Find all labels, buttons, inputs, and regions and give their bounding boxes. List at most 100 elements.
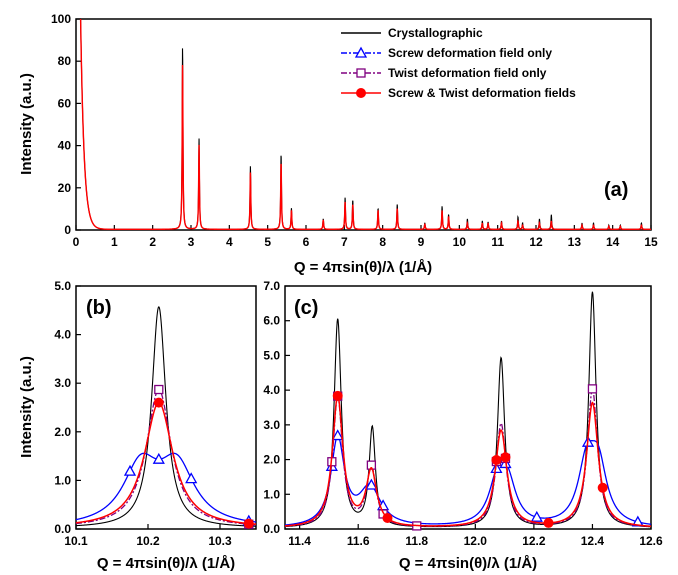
panel-b-ytick-label: 2.0 [54, 425, 71, 439]
panel-b-xtick-label: 10.2 [136, 534, 160, 548]
panel-c-series-line-combined [284, 394, 652, 527]
panel-b-series-line-screw [75, 452, 257, 523]
panel-b-label: (b) [86, 297, 112, 319]
panel-b-series-line-crystallographic [75, 306, 256, 527]
panel-a-ytick-label: 0 [64, 223, 71, 237]
legend-marker [354, 46, 368, 58]
panel-a-xtick-label: 1 [111, 235, 118, 249]
panel-a-xtick-label: 14 [606, 235, 620, 249]
panel-a-series [79, 18, 651, 231]
panel-a-xtick-label: 13 [568, 235, 582, 249]
panel-c: 11.4 11.6 11.8 12.0 12.2 12.4 12.6 0.0 1.0 2.0 3.0… [263, 279, 663, 572]
panel-a-ylabel: Intensity (a.u.) [18, 73, 35, 175]
panel-a-xtick-label: 10 [453, 235, 467, 249]
panel-c-marker-screw [530, 510, 543, 522]
panel-c-marker-combined [500, 452, 511, 463]
legend-marker [356, 68, 366, 78]
panel-c-xtick-label: 12.0 [464, 534, 488, 548]
panel-b-xtick-label: 10.3 [208, 534, 232, 548]
panel-c-marker-combined [491, 454, 502, 465]
panel-b-xlabel: Q = 4πsin(θ)/λ (1/Å) [97, 555, 235, 572]
legend-entry: Twist deformation field only [388, 66, 547, 80]
panel-c-ytick-label: 5.0 [263, 348, 280, 362]
panel-a-ytick-label: 40 [58, 139, 72, 153]
panel-b-marker-screw [152, 452, 165, 464]
panel-a-ytick-label: 20 [58, 181, 72, 195]
panel-a-xtick-label: 2 [149, 235, 156, 249]
panel-c-ticks: 11.4 11.6 11.8 12.0 12.2 12.4 12.6 0.0 1.0 2.0 3.0… [263, 279, 663, 548]
panel-a-xtick-label: 15 [644, 235, 658, 249]
panel-c-ytick-label: 6.0 [263, 314, 280, 328]
panel-b-marker-combined [153, 397, 164, 408]
panel-c-marker-combined [382, 512, 393, 523]
legend-entry: Crystallographic [388, 26, 483, 40]
panel-a-xtick-label: 11 [491, 235, 504, 249]
panel-c-label: (c) [294, 297, 318, 319]
panel-b-marker-screw [123, 464, 137, 476]
panel-b-ytick-label: 5.0 [54, 279, 71, 293]
panel-c-marker-combined [543, 517, 554, 528]
panel-a-xtick-label: 3 [188, 235, 195, 249]
panel-c-xtick-label: 12.4 [581, 534, 605, 548]
panel-c-ytick-label: 0.0 [263, 522, 280, 536]
panel-c-series [284, 291, 652, 531]
panel-b-ytick-label: 0.0 [54, 522, 71, 536]
legend-entry: Screw deformation field only [388, 46, 552, 60]
panel-a-xtick-label: 5 [264, 235, 271, 249]
panel-b-frame [75, 285, 257, 530]
panel-b-ticks: 10.1 10.2 10.3 0.0 1.0 2.0 3.0 4.0 5.0 [54, 279, 232, 548]
panel-b-ytick-label: 1.0 [54, 473, 71, 487]
panel-a-xtick-label: 6 [303, 235, 310, 249]
panel-b-ytick-label: 3.0 [54, 376, 71, 390]
panel-c-ytick-label: 3.0 [263, 418, 280, 432]
panel-a-xlabel: Q = 4πsin(θ)/λ (1/Å) [294, 259, 432, 276]
panel-c-ytick-label: 2.0 [263, 453, 280, 467]
panel-b-marker-screw [185, 472, 198, 484]
panel-c-xlabel: Q = 4πsin(θ)/λ (1/Å) [399, 555, 537, 572]
panel-c-marker-screw [331, 429, 344, 441]
panel-a-legend: Crystallographic Screw deformation field … [341, 26, 576, 100]
panel-b-marker-combined [243, 518, 254, 529]
panel-b-series-line-combined [75, 401, 257, 525]
panel-a-label: (a) [604, 179, 628, 201]
panel-c-xtick-label: 11.6 [347, 534, 370, 548]
panel-c-frame [284, 285, 652, 530]
panel-c-xtick-label: 12.2 [522, 534, 546, 548]
panel-b-ytick-label: 4.0 [54, 328, 71, 342]
panel-b: 10.1 10.2 10.3 0.0 1.0 2.0 3.0 4.0 5.0 (b) Q = 4… [18, 279, 257, 572]
panel-a-xtick-label: 7 [341, 235, 348, 249]
panel-c-marker-screw [631, 515, 644, 527]
panel-a-ytick-label: 100 [51, 12, 71, 26]
panel-c-series-line-screw [284, 434, 652, 526]
panel-c-xtick-label: 12.6 [639, 534, 663, 548]
panel-c-marker-combined [332, 390, 343, 401]
panel-b-ylabel: Intensity (a.u.) [18, 356, 35, 458]
series-line-combined [79, 18, 651, 231]
panel-c-series-line-twist [284, 387, 652, 528]
panel-c-ytick-label: 1.0 [263, 487, 280, 501]
panel-c-marker-twist [366, 460, 377, 470]
panel-a-frame [75, 18, 652, 231]
legend-entry: Screw & Twist deformation fields [388, 86, 576, 100]
panel-c-marker-combined [597, 482, 608, 493]
panel-b-series [75, 306, 257, 529]
panel-c-marker-screw [365, 478, 378, 490]
panel-c-ytick-label: 4.0 [263, 383, 280, 397]
panel-a-ytick-label: 60 [58, 96, 72, 110]
panel-c-xtick-label: 11.8 [405, 534, 428, 548]
panel-b-xtick-label: 10.1 [64, 534, 88, 548]
panel-c-xtick-label: 11.4 [288, 534, 311, 548]
panel-a-xtick-label: 9 [418, 235, 425, 249]
panel-c-ytick-label: 7.0 [263, 279, 280, 293]
panel-a-xtick-label: 8 [379, 235, 386, 249]
panel-a-xtick-label: 4 [226, 235, 233, 249]
panel-a-xtick-label: 0 [73, 235, 80, 249]
legend-marker [356, 88, 366, 98]
panel-b-marker-twist [154, 384, 164, 395]
panel-a-xtick-label: 12 [529, 235, 543, 249]
series-line-crystallographic [80, 18, 651, 230]
panel-a-ytick-label: 80 [58, 54, 72, 68]
